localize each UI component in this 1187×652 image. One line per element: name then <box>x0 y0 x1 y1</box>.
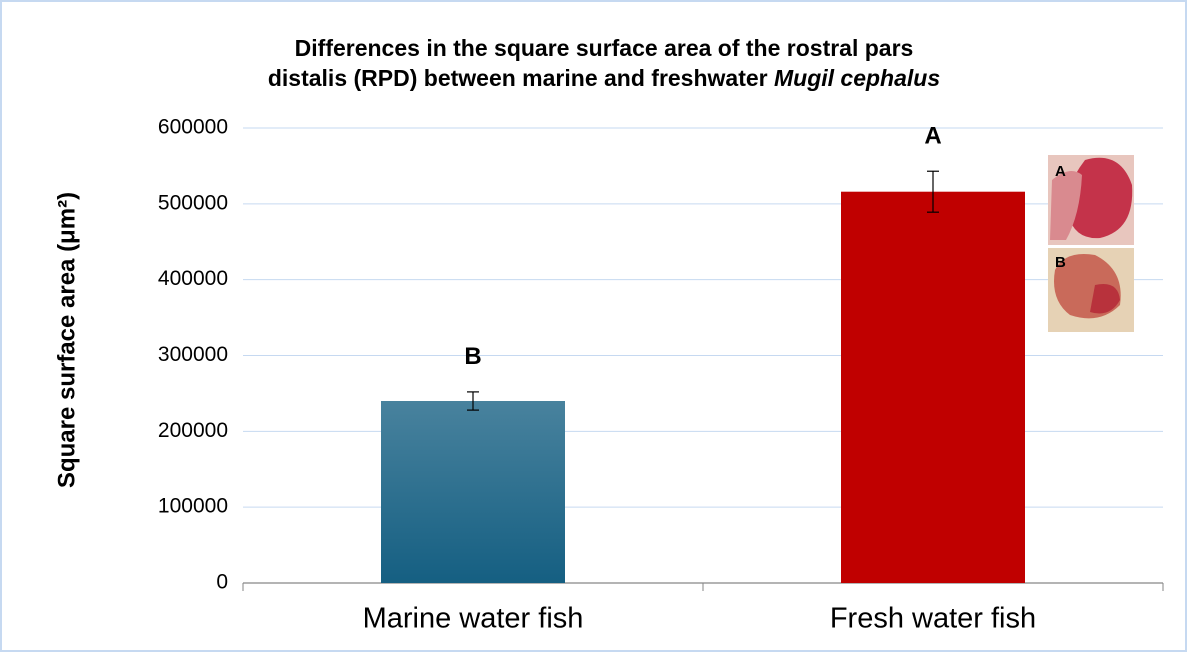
inset-shape <box>1066 157 1133 239</box>
significance-label: A <box>924 123 941 150</box>
y-tick-label: 0 <box>216 571 228 594</box>
y-tick-label: 600000 <box>158 116 228 139</box>
bar <box>841 191 1025 583</box>
y-axis-label: Square surface area (μm²) <box>53 192 80 488</box>
y-tick-label: 200000 <box>158 419 228 442</box>
chart-title: distalis (RPD) between marine and freshw… <box>268 65 940 91</box>
inset-images: A B <box>1048 155 1134 332</box>
y-tick-label: 400000 <box>158 267 228 290</box>
chart-title: Differences in the square surface area o… <box>295 35 914 61</box>
y-tick-label: 100000 <box>158 495 228 518</box>
x-tick-label: Fresh water fish <box>830 603 1036 635</box>
bar-shade <box>381 401 565 583</box>
y-tick-label: 500000 <box>158 191 228 214</box>
y-tick-label: 300000 <box>158 343 228 366</box>
significance-label: B <box>464 343 481 370</box>
inset-shape <box>1050 171 1082 240</box>
title-species: Mugil cephalus <box>774 65 940 91</box>
inset-label: B <box>1055 254 1066 271</box>
inset-label: A <box>1055 163 1066 180</box>
x-tick-label: Marine water fish <box>363 603 584 635</box>
inset-shape <box>1090 284 1120 314</box>
title-text: distalis (RPD) between marine and freshw… <box>268 65 768 91</box>
